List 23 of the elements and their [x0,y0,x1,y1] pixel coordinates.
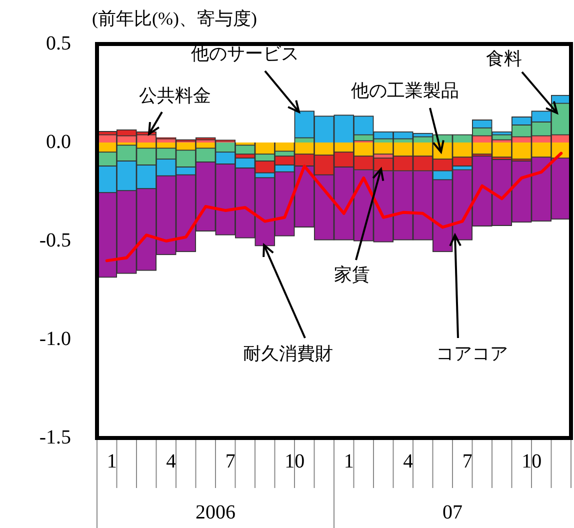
text: コアコア [436,344,508,364]
x-tick-label: 4 [166,450,176,472]
y-tick-label: 0.0 [46,130,71,153]
text: 他の工業製品 [351,80,459,101]
text: 07 [442,501,462,524]
y-axis-title: (前年比(%)、寄与度) [92,8,257,29]
y-tick-label: -1.5 [39,426,71,448]
text: 家賃 [334,264,370,285]
x-tick-label: 4 [403,450,414,472]
y-tick-label: 0.5 [46,32,71,54]
x-tick-label: 1 [344,450,354,472]
text: 食料 [486,48,522,69]
y-tick-label: -1.0 [39,328,71,350]
text: 2006 [196,501,236,524]
x-tick-label: 10 [284,450,305,472]
x-tick-label: 7 [462,450,472,472]
text: 他のサービス [191,44,299,64]
y-tick-label: -0.5 [39,229,71,252]
x-tick-label: 7 [225,450,236,472]
text: 耐久消費財 [243,344,333,364]
series-label: 公共料金 [139,86,211,106]
x-tick-label: 10 [522,450,542,472]
x-tick-label: 1 [106,450,117,472]
